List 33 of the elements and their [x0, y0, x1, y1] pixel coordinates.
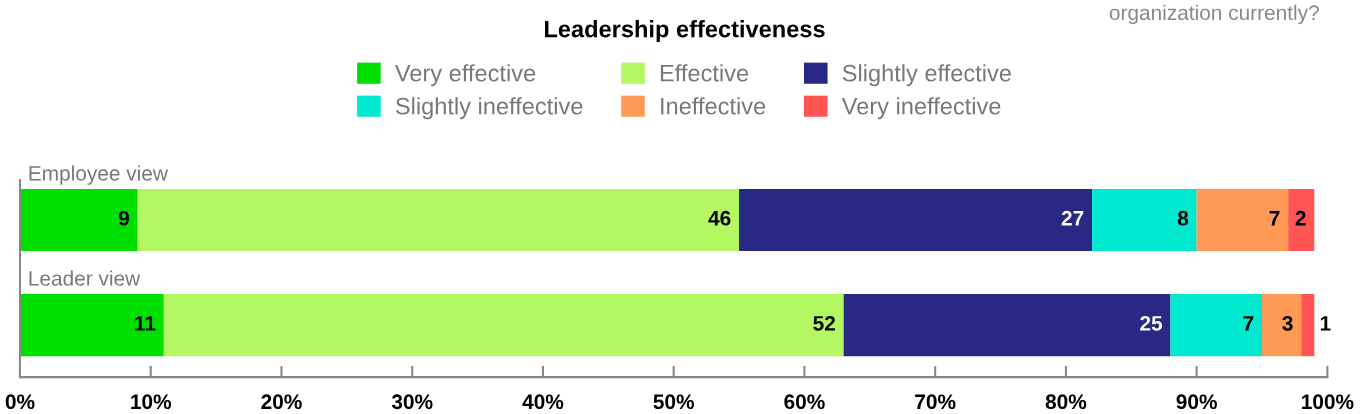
x-tick-label: 30% [391, 394, 433, 410]
x-tick-label: 50% [653, 394, 694, 410]
legend-label: Effective [660, 64, 749, 82]
legend-label: Very effective [394, 64, 536, 87]
legend-label: Ineffective [661, 97, 766, 115]
data-label: 46 [708, 210, 731, 226]
x-tick-label: 80% [1045, 394, 1087, 410]
data-label: 11 [135, 316, 156, 331]
data-label: 8 [1177, 210, 1189, 226]
data-label: 27 [1061, 210, 1084, 226]
x-tick-label: 40% [522, 394, 564, 410]
data-label: 52 [813, 315, 835, 331]
data-label: 9 [118, 210, 130, 226]
x-tick-label: 90% [1176, 394, 1217, 410]
data-label: 1 [1320, 316, 1331, 331]
y-tick-label: Employee view [29, 165, 168, 185]
legend-label: Slightly ineffective [395, 97, 583, 120]
x-tick-label: 60% [784, 394, 825, 410]
legend-label: Slightly effective [842, 64, 1011, 87]
chart-title: Leadership effectiveness [545, 20, 825, 43]
text: organization currently? [1109, 4, 1319, 25]
data-label: 3 [1282, 315, 1293, 331]
data-label: 2 [1295, 210, 1306, 226]
legend-label: Very ineffective [841, 97, 1001, 120]
data-label: 25 [1140, 315, 1163, 331]
data-label: 7 [1269, 211, 1280, 226]
x-tick-label: 0% [5, 394, 35, 410]
y-tick-label: Leader view [29, 270, 141, 286]
x-tick-label: 100% [1302, 394, 1354, 410]
x-tick-label: 20% [261, 394, 302, 410]
x-tick-label: 10% [131, 394, 172, 410]
data-label: 7 [1243, 316, 1254, 331]
x-tick-label: 70% [915, 394, 956, 410]
